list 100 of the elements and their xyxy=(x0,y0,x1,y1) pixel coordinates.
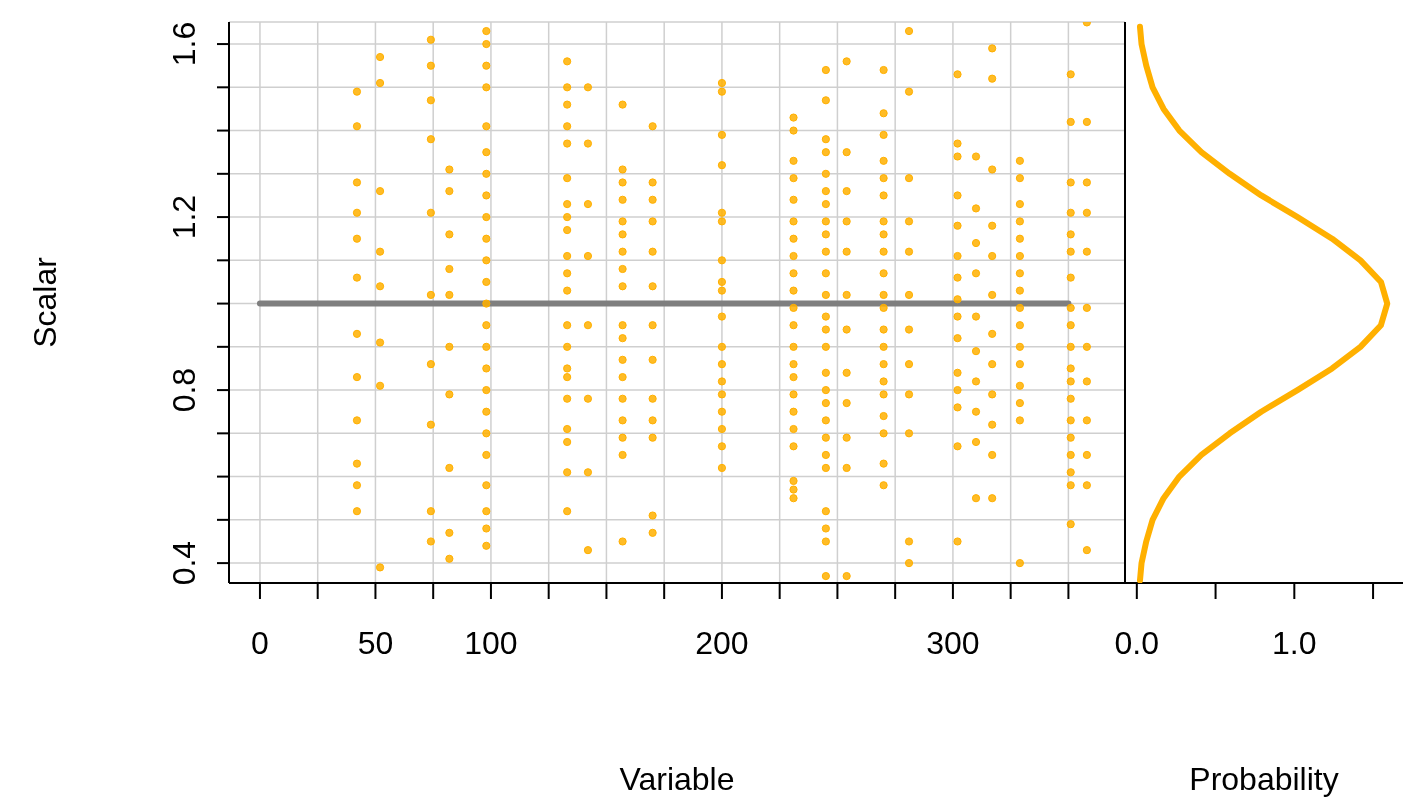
point xyxy=(821,416,830,425)
x-tick-label: 100 xyxy=(464,625,518,662)
point xyxy=(563,100,572,109)
point xyxy=(821,200,830,209)
point xyxy=(821,65,830,75)
point xyxy=(904,290,914,300)
point xyxy=(821,463,830,473)
point xyxy=(1082,416,1091,425)
point xyxy=(583,394,593,403)
point xyxy=(717,161,727,170)
point xyxy=(563,373,572,382)
point xyxy=(821,230,830,239)
point xyxy=(618,334,627,343)
point xyxy=(953,251,962,261)
point xyxy=(971,437,981,447)
point xyxy=(1015,156,1024,165)
point xyxy=(618,247,627,256)
point xyxy=(583,468,593,477)
point xyxy=(618,394,627,403)
point xyxy=(648,355,657,364)
point xyxy=(563,122,572,131)
point xyxy=(717,286,727,295)
point xyxy=(717,87,727,96)
point xyxy=(583,200,593,209)
point xyxy=(789,442,798,451)
point xyxy=(821,450,830,460)
point xyxy=(821,247,830,256)
point xyxy=(904,390,914,399)
point xyxy=(1082,450,1091,460)
point xyxy=(789,360,798,369)
point xyxy=(1082,303,1091,313)
point xyxy=(426,420,435,429)
point xyxy=(648,195,657,204)
point xyxy=(563,200,572,209)
point xyxy=(789,126,798,135)
point xyxy=(1082,377,1091,386)
point xyxy=(879,360,888,369)
point xyxy=(1015,303,1024,313)
point xyxy=(563,394,572,403)
point xyxy=(1066,433,1075,442)
point xyxy=(352,416,362,425)
point xyxy=(842,148,851,157)
point xyxy=(904,360,914,369)
point xyxy=(482,429,491,438)
point xyxy=(842,463,851,473)
point xyxy=(879,390,888,399)
point xyxy=(618,264,627,274)
point xyxy=(618,282,627,291)
point xyxy=(1066,303,1075,313)
point xyxy=(426,507,435,516)
point xyxy=(953,403,962,412)
y-axis-title: Scalar xyxy=(27,256,63,348)
point xyxy=(1066,364,1075,373)
point xyxy=(1082,208,1091,217)
point xyxy=(879,130,888,139)
point xyxy=(1015,381,1024,390)
point xyxy=(482,299,491,308)
point xyxy=(717,442,727,451)
point xyxy=(717,208,727,217)
point xyxy=(583,321,593,330)
point xyxy=(563,437,572,447)
point xyxy=(618,450,627,460)
point xyxy=(789,303,798,313)
point xyxy=(482,212,491,222)
point xyxy=(971,377,981,386)
x-tick-label: 0.0 xyxy=(1114,625,1160,662)
point xyxy=(821,269,830,278)
point xyxy=(1066,520,1075,529)
point xyxy=(904,247,914,256)
point xyxy=(352,481,362,490)
point xyxy=(563,83,572,92)
point xyxy=(648,321,657,330)
point xyxy=(563,225,572,235)
point xyxy=(1066,450,1075,460)
point xyxy=(482,61,491,70)
point xyxy=(482,122,491,131)
point xyxy=(352,373,362,382)
point xyxy=(842,290,851,300)
point xyxy=(563,174,572,183)
point xyxy=(618,321,627,330)
point xyxy=(482,481,491,490)
point xyxy=(1066,394,1075,403)
point xyxy=(648,433,657,442)
point xyxy=(482,507,491,516)
point xyxy=(648,282,657,291)
point xyxy=(879,377,888,386)
point xyxy=(352,507,362,516)
point xyxy=(563,342,572,351)
point xyxy=(789,424,798,434)
point xyxy=(821,169,830,178)
point xyxy=(648,122,657,131)
x-tick-label: 300 xyxy=(926,625,980,662)
point xyxy=(482,342,491,351)
point xyxy=(445,187,454,196)
point xyxy=(821,537,830,546)
point xyxy=(879,247,888,256)
point xyxy=(789,251,798,261)
point xyxy=(953,191,962,200)
point xyxy=(1066,416,1075,425)
point xyxy=(842,398,851,408)
